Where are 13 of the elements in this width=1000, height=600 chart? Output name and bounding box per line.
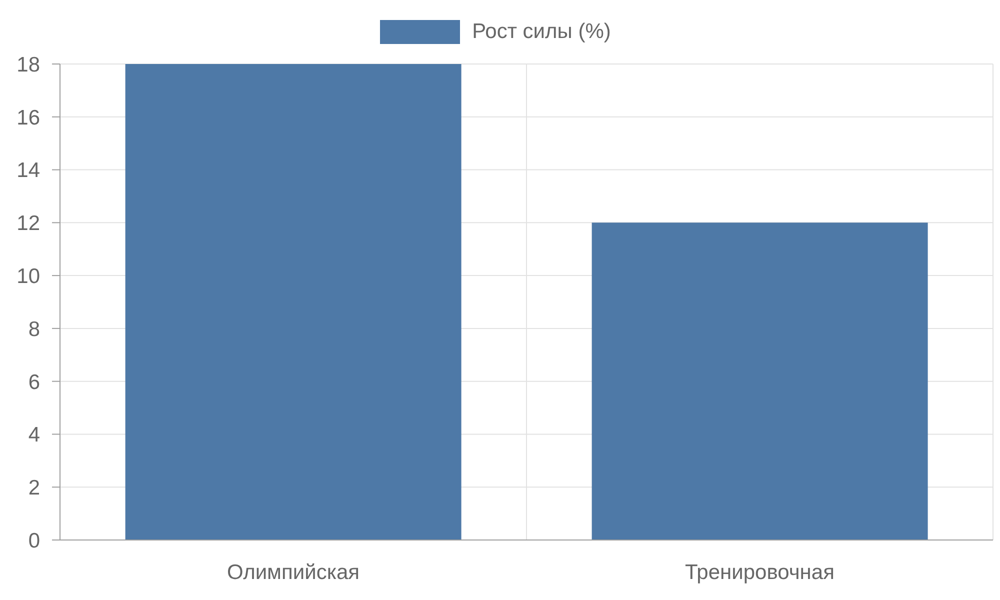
x-tick-label: Тренировочная [685, 560, 834, 584]
y-tick-label: 14 [16, 159, 40, 182]
y-tick-label: 6 [28, 370, 40, 394]
x-tick-label: Олимпийская [226, 560, 360, 584]
y-tick-label: 2 [28, 476, 40, 500]
y-tick-label: 4 [28, 424, 40, 447]
y-tick-label: 16 [16, 106, 40, 130]
y-tick-label: 10 [16, 265, 40, 288]
y-tick-label: 0 [28, 529, 40, 552]
y-tick-label: 8 [28, 318, 40, 341]
y-tick-label: 18 [16, 53, 40, 76]
legend-label: Рост силы (%) [472, 20, 611, 44]
y-tick-label: 12 [16, 212, 40, 236]
